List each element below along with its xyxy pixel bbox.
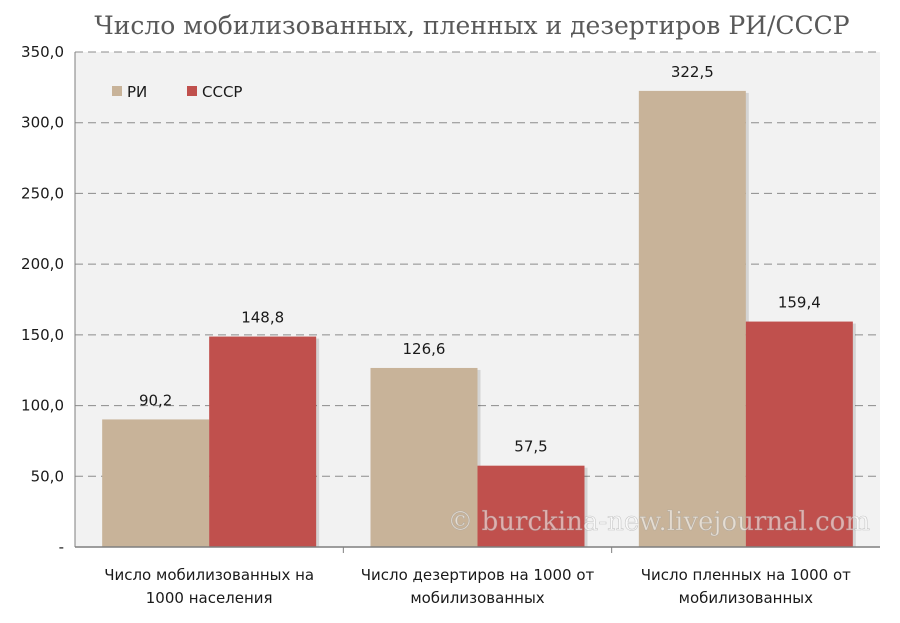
bar-РИ-1 (370, 367, 478, 547)
legend-label: РИ (127, 83, 147, 101)
data-labels: 90,2 148,8 126,6 57,5 322,5 159,4 (139, 63, 821, 456)
y-tick-label: - (59, 538, 64, 556)
y-tick-label: 200,0 (21, 255, 64, 273)
y-tick-label: 250,0 (21, 184, 64, 202)
bar-РИ-2 (638, 90, 746, 548)
legend-swatch-РИ (112, 86, 122, 96)
y-tick-label: 300,0 (21, 114, 64, 132)
bar-СССР-2 (745, 321, 853, 547)
x-tick-label: 1000 населения (146, 589, 273, 607)
x-tick-label: мобилизованных (410, 589, 544, 607)
bars (102, 90, 856, 548)
y-tick-label: 100,0 (21, 397, 64, 415)
x-axis: Число мобилизованных на 1000 населения Чис… (75, 546, 880, 607)
watermark: © burckina-new.livejournal.com (447, 507, 870, 537)
y-tick-label: 350,0 (21, 43, 64, 61)
x-tick-label: Число мобилизованных на (104, 566, 314, 584)
data-label: 159,4 (778, 294, 821, 312)
y-tick-label: 150,0 (21, 326, 64, 344)
x-tick-label: Число пленных на 1000 от (641, 566, 851, 584)
legend-label: СССР (202, 83, 242, 101)
data-label: 148,8 (241, 309, 284, 327)
bar-РИ-0 (102, 419, 210, 547)
x-tick-label: Число дезертиров на 1000 от (361, 566, 595, 584)
bar-СССР-0 (209, 336, 317, 547)
legend-swatch-СССР (187, 86, 197, 96)
legend: РИ СССР (112, 83, 242, 101)
chart-title: Число мобилизованных, пленных и дезертир… (94, 11, 849, 40)
data-label: 322,5 (671, 63, 714, 81)
bar-СССР-1 (477, 465, 585, 547)
data-label: 90,2 (139, 391, 172, 409)
y-tick-label: 50,0 (31, 467, 64, 485)
data-label: 126,6 (403, 340, 446, 358)
x-tick-label: мобилизованных (679, 589, 813, 607)
y-axis: - 50,0 100,0 150,0 200,0 250,0 300,0 350,0 (21, 43, 76, 556)
data-label: 57,5 (514, 438, 547, 456)
